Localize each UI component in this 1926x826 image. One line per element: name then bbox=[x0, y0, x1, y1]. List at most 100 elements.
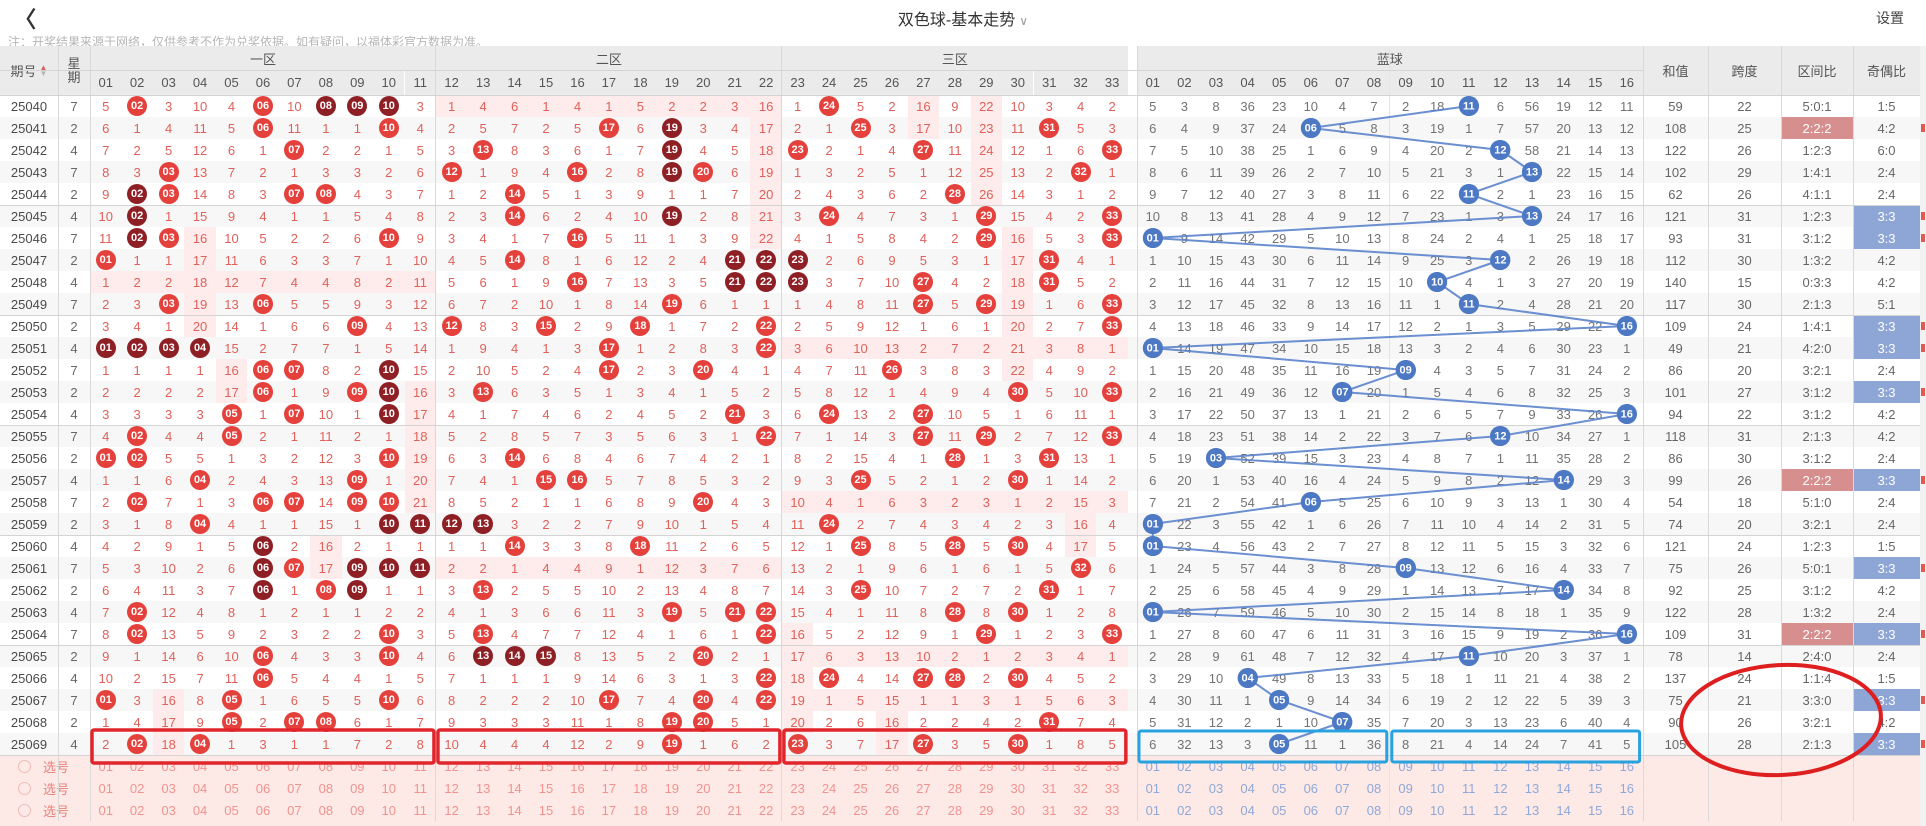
pick-radio[interactable] bbox=[18, 804, 31, 817]
settings-button[interactable]: 设置 bbox=[1876, 10, 1904, 26]
pick-red-19[interactable]: 19 bbox=[664, 802, 680, 818]
pick-red-01[interactable]: 01 bbox=[98, 802, 113, 818]
pick-blue-01[interactable]: 01 bbox=[1145, 802, 1161, 818]
pick-blue-03[interactable]: 03 bbox=[1208, 780, 1224, 796]
pick-red-11[interactable]: 11 bbox=[413, 802, 427, 818]
pick-red-03[interactable]: 03 bbox=[161, 780, 176, 796]
pick-label[interactable]: 选号 bbox=[42, 781, 69, 797]
pick-red-07[interactable]: 07 bbox=[287, 780, 302, 796]
pick-red-33[interactable]: 33 bbox=[1104, 802, 1120, 818]
pick-blue-05[interactable]: 05 bbox=[1271, 758, 1287, 774]
pick-blue-12[interactable]: 12 bbox=[1493, 780, 1508, 796]
pick-red-22[interactable]: 22 bbox=[758, 802, 774, 818]
pick-blue-01[interactable]: 01 bbox=[1145, 780, 1161, 796]
pick-red-08[interactable]: 08 bbox=[318, 780, 334, 796]
pick-blue-16[interactable]: 16 bbox=[1619, 758, 1635, 774]
pick-blue-06[interactable]: 06 bbox=[1303, 780, 1319, 796]
pick-blue-10[interactable]: 10 bbox=[1429, 802, 1445, 818]
pick-red-23[interactable]: 23 bbox=[790, 758, 805, 774]
pick-label[interactable]: 选号 bbox=[42, 803, 69, 819]
pick-red-08[interactable]: 08 bbox=[318, 758, 334, 774]
pick-blue-13[interactable]: 13 bbox=[1524, 758, 1540, 774]
pick-red-25[interactable]: 25 bbox=[853, 802, 868, 818]
pick-red-08[interactable]: 08 bbox=[318, 802, 334, 818]
pick-blue-08[interactable]: 08 bbox=[1366, 780, 1382, 796]
pick-red-25[interactable]: 25 bbox=[853, 758, 868, 774]
pick-red-14[interactable]: 14 bbox=[507, 802, 522, 818]
pick-blue-05[interactable]: 05 bbox=[1271, 802, 1287, 818]
page-title-dropdown[interactable]: 双色球-基本走势 ∨ bbox=[0, 6, 1926, 30]
pick-red-16[interactable]: 16 bbox=[570, 802, 585, 818]
pick-red-02[interactable]: 02 bbox=[129, 780, 145, 796]
pick-radio[interactable] bbox=[18, 760, 31, 773]
pick-red-22[interactable]: 22 bbox=[758, 780, 774, 796]
pick-red-24[interactable]: 24 bbox=[821, 758, 837, 774]
pick-red-27[interactable]: 27 bbox=[916, 780, 931, 796]
pick-red-05[interactable]: 05 bbox=[224, 780, 239, 796]
pick-red-12[interactable]: 12 bbox=[444, 780, 459, 796]
pick-red-19[interactable]: 19 bbox=[664, 758, 680, 774]
pick-label[interactable]: 选号 bbox=[42, 759, 69, 775]
pick-red-26[interactable]: 26 bbox=[884, 802, 900, 818]
pick-red-12[interactable]: 12 bbox=[444, 802, 459, 818]
pick-red-15[interactable]: 15 bbox=[538, 758, 554, 774]
pick-red-10[interactable]: 10 bbox=[381, 780, 396, 796]
pick-red-14[interactable]: 14 bbox=[507, 758, 522, 774]
pick-blue-07[interactable]: 07 bbox=[1335, 780, 1350, 796]
sort-icon[interactable]: ▲ ▼ bbox=[39, 62, 48, 78]
pick-blue-02[interactable]: 02 bbox=[1177, 758, 1192, 774]
pick-blue-14[interactable]: 14 bbox=[1556, 780, 1571, 796]
pick-red-25[interactable]: 25 bbox=[853, 780, 868, 796]
pick-blue-08[interactable]: 08 bbox=[1366, 802, 1382, 818]
pick-blue-14[interactable]: 14 bbox=[1556, 802, 1571, 818]
back-chevron-icon[interactable]: 〈 bbox=[14, 7, 37, 32]
pick-red-18[interactable]: 18 bbox=[633, 780, 648, 796]
pick-red-30[interactable]: 30 bbox=[1010, 780, 1025, 796]
pick-blue-01[interactable]: 01 bbox=[1145, 758, 1161, 774]
pick-red-17[interactable]: 17 bbox=[601, 780, 617, 796]
pick-blue-08[interactable]: 08 bbox=[1366, 758, 1382, 774]
pick-red-32[interactable]: 32 bbox=[1073, 780, 1088, 796]
pick-red-06[interactable]: 06 bbox=[255, 758, 271, 774]
pick-red-10[interactable]: 10 bbox=[381, 802, 396, 818]
pick-red-20[interactable]: 20 bbox=[696, 758, 711, 774]
pick-blue-16[interactable]: 16 bbox=[1619, 780, 1635, 796]
pick-blue-06[interactable]: 06 bbox=[1303, 802, 1319, 818]
pick-red-29[interactable]: 29 bbox=[979, 758, 994, 774]
pick-blue-09[interactable]: 09 bbox=[1398, 758, 1413, 774]
pick-red-21[interactable]: 21 bbox=[727, 780, 742, 796]
pick-blue-16[interactable]: 16 bbox=[1619, 802, 1635, 818]
pick-red-23[interactable]: 23 bbox=[790, 780, 805, 796]
pick-blue-02[interactable]: 02 bbox=[1177, 780, 1192, 796]
pick-red-16[interactable]: 16 bbox=[570, 758, 585, 774]
pick-blue-05[interactable]: 05 bbox=[1271, 780, 1287, 796]
pick-red-31[interactable]: 31 bbox=[1041, 758, 1057, 774]
pick-red-27[interactable]: 27 bbox=[916, 802, 931, 818]
pick-blue-04[interactable]: 04 bbox=[1240, 802, 1255, 818]
pick-red-01[interactable]: 01 bbox=[98, 780, 113, 796]
pick-red-23[interactable]: 23 bbox=[790, 802, 805, 818]
pick-red-29[interactable]: 29 bbox=[979, 780, 994, 796]
pick-blue-06[interactable]: 06 bbox=[1303, 758, 1319, 774]
pick-red-32[interactable]: 32 bbox=[1073, 802, 1088, 818]
pick-red-07[interactable]: 07 bbox=[287, 758, 302, 774]
pick-red-17[interactable]: 17 bbox=[601, 758, 617, 774]
pick-red-13[interactable]: 13 bbox=[475, 802, 491, 818]
pick-red-32[interactable]: 32 bbox=[1073, 758, 1088, 774]
pick-blue-04[interactable]: 04 bbox=[1240, 758, 1255, 774]
pick-red-13[interactable]: 13 bbox=[475, 758, 491, 774]
pick-blue-03[interactable]: 03 bbox=[1208, 758, 1224, 774]
pick-blue-11[interactable]: 11 bbox=[1462, 802, 1476, 818]
pick-red-26[interactable]: 26 bbox=[884, 758, 900, 774]
pick-red-24[interactable]: 24 bbox=[821, 802, 837, 818]
pick-red-27[interactable]: 27 bbox=[916, 758, 931, 774]
pick-red-06[interactable]: 06 bbox=[255, 802, 271, 818]
pick-red-29[interactable]: 29 bbox=[979, 802, 994, 818]
pick-red-26[interactable]: 26 bbox=[884, 780, 900, 796]
pick-blue-13[interactable]: 13 bbox=[1524, 802, 1540, 818]
pick-red-09[interactable]: 09 bbox=[350, 758, 365, 774]
pick-red-18[interactable]: 18 bbox=[633, 758, 648, 774]
pick-red-31[interactable]: 31 bbox=[1041, 780, 1057, 796]
pick-blue-07[interactable]: 07 bbox=[1335, 758, 1350, 774]
pick-red-15[interactable]: 15 bbox=[538, 780, 554, 796]
